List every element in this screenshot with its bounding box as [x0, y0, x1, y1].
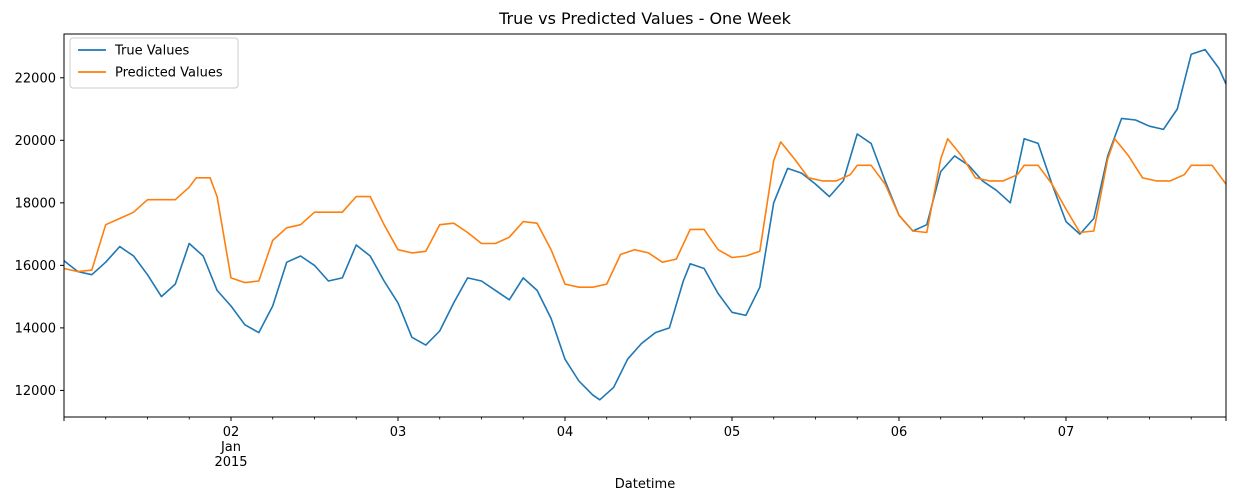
- chart-title: True vs Predicted Values - One Week: [498, 9, 792, 28]
- x-axis-label: Datetime: [615, 477, 675, 492]
- y-tick-label: 16000: [15, 259, 56, 274]
- legend-label: True Values: [114, 44, 189, 59]
- x-tick-label: 03: [390, 425, 407, 440]
- y-axis: 12000 14000 16000 18000 20000 22000: [15, 71, 64, 399]
- x-tick-label: 04: [557, 425, 574, 440]
- x-tick-label: 07: [1058, 425, 1075, 440]
- legend-label: Predicted Values: [115, 66, 223, 81]
- y-tick-label: 14000: [15, 321, 56, 336]
- x-tick-label: 05: [724, 425, 741, 440]
- x-tick-label: 06: [891, 425, 908, 440]
- legend: True Values Predicted Values: [69, 37, 239, 89]
- y-tick-label: 18000: [15, 196, 56, 211]
- series-line-true-values: [63, 48, 1227, 401]
- plot-lines: [63, 48, 1227, 401]
- y-tick-label: 12000: [15, 384, 56, 399]
- y-tick-label: 20000: [15, 134, 56, 149]
- x-tick-sublabel: 2015: [214, 455, 247, 470]
- y-tick-label: 22000: [15, 71, 56, 86]
- x-tick-sublabel: Jan: [220, 440, 241, 455]
- x-tick-label: 02: [223, 425, 240, 440]
- legend-box: [69, 37, 239, 89]
- series-line-predicted-values: [63, 137, 1227, 289]
- plot-frame: [63, 33, 1227, 418]
